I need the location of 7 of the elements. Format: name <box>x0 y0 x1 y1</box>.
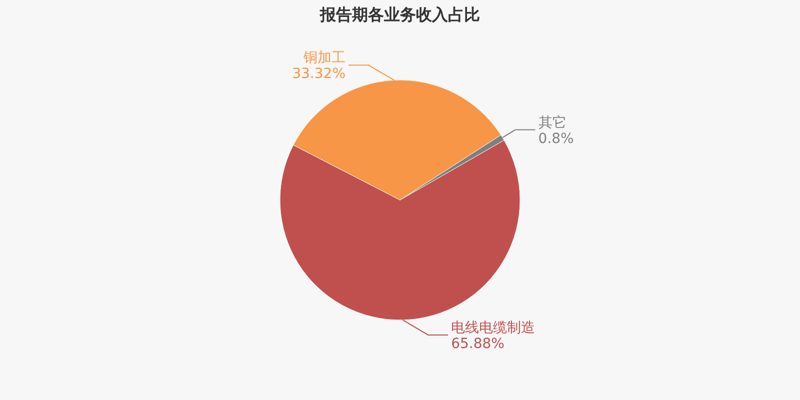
chart-title: 报告期各业务收入占比 <box>319 5 480 24</box>
slice-label: 其它 <box>538 114 566 131</box>
slice-label: 电线电缆制造 <box>451 320 536 336</box>
data-label: 0.8% <box>538 130 574 147</box>
slice-label: 铜加工 <box>302 50 346 66</box>
data-label: 65.88% <box>451 336 504 352</box>
data-label: 33.32% <box>292 66 346 82</box>
